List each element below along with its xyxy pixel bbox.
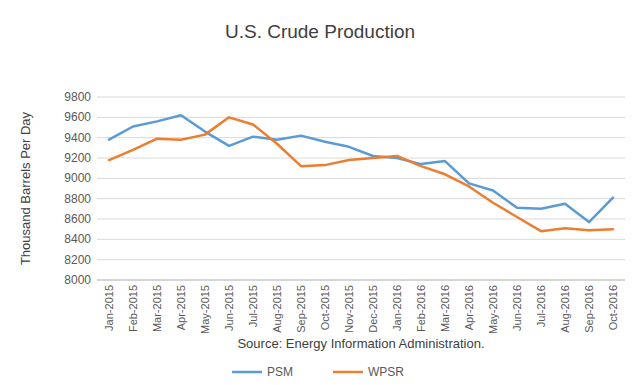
grid-line — [97, 198, 625, 199]
y-tick-label: 8800 — [64, 192, 91, 206]
x-tick-label: Jun-2016 — [511, 285, 523, 331]
chart-container: U.S. Crude Production Thousand Barrels Pe… — [0, 0, 640, 385]
y-tick-label: 9200 — [64, 151, 91, 165]
x-tick-label: Apr-2016 — [463, 285, 475, 330]
x-tick-label: Mar-2016 — [439, 285, 451, 332]
x-tick-label: Sep-2016 — [583, 285, 595, 333]
y-tick-label: 9400 — [64, 131, 91, 145]
grid-line — [97, 219, 625, 220]
plot-area — [109, 115, 613, 231]
grid-line — [97, 97, 625, 98]
y-axis-label: Thousand Barrels Per Day — [18, 111, 33, 265]
x-tick-label: Jul-2015 — [247, 285, 259, 327]
legend-swatch — [232, 371, 262, 374]
legend: PSM WPSR — [232, 365, 404, 379]
x-tick-label: Dec-2015 — [367, 285, 379, 333]
legend-swatch — [333, 371, 363, 374]
x-tick-label: Apr-2015 — [175, 285, 187, 330]
y-tick-label: 8600 — [64, 212, 91, 226]
x-axis-line — [97, 280, 625, 281]
x-tick-label: May-2016 — [487, 285, 499, 334]
background — [0, 0, 640, 385]
x-tick-label: Nov-2015 — [343, 285, 355, 333]
y-tick-label: 8400 — [64, 232, 91, 246]
grid-line — [97, 239, 625, 240]
y-tick-label: 9000 — [64, 171, 91, 185]
y-tick-label: 9800 — [64, 90, 91, 104]
grid-line — [97, 178, 625, 179]
x-tick-label: Oct-2016 — [607, 285, 619, 330]
x-tick-label: Aug-2016 — [559, 285, 571, 333]
title: U.S. Crude Production — [225, 21, 415, 42]
grid-line — [97, 280, 625, 281]
x-tick-label: Oct-2015 — [319, 285, 331, 330]
series-line — [109, 115, 613, 222]
x-tick-label: Feb-2015 — [127, 285, 139, 332]
x-tick-label: Jan-2015 — [103, 285, 115, 331]
chart-svg: U.S. Crude Production Thousand Barrels Pe… — [0, 0, 640, 385]
legend-label: PSM — [267, 365, 293, 379]
x-tick-label: May-2015 — [199, 285, 211, 334]
x-tick-label: Aug-2015 — [271, 285, 283, 333]
x-tick-label: Mar-2015 — [151, 285, 163, 332]
x-tick-label: Jun-2015 — [223, 285, 235, 331]
y-tick-label: 8200 — [64, 253, 91, 267]
x-tick-label: Feb-2016 — [415, 285, 427, 332]
x-axis-label: Source: Energy Information Administratio… — [237, 336, 484, 351]
x-tick-label: Jul-2016 — [535, 285, 547, 327]
grid-line — [97, 137, 625, 138]
y-tick-label: 9600 — [64, 110, 91, 124]
series-line — [109, 117, 613, 231]
grid-line — [97, 259, 625, 260]
x-tick-label: Jan-2016 — [391, 285, 403, 331]
legend-label: WPSR — [368, 365, 404, 379]
x-tick-label: Sep-2015 — [295, 285, 307, 333]
y-tick-label: 8000 — [64, 273, 91, 287]
